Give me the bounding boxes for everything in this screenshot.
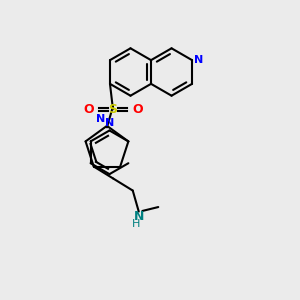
Text: N: N [96,114,106,124]
Text: O: O [83,103,94,116]
Text: H: H [132,219,140,229]
Text: N: N [134,210,144,223]
Text: N: N [105,118,114,128]
Text: N: N [194,55,203,65]
Text: S: S [109,103,118,116]
Text: O: O [132,103,142,116]
